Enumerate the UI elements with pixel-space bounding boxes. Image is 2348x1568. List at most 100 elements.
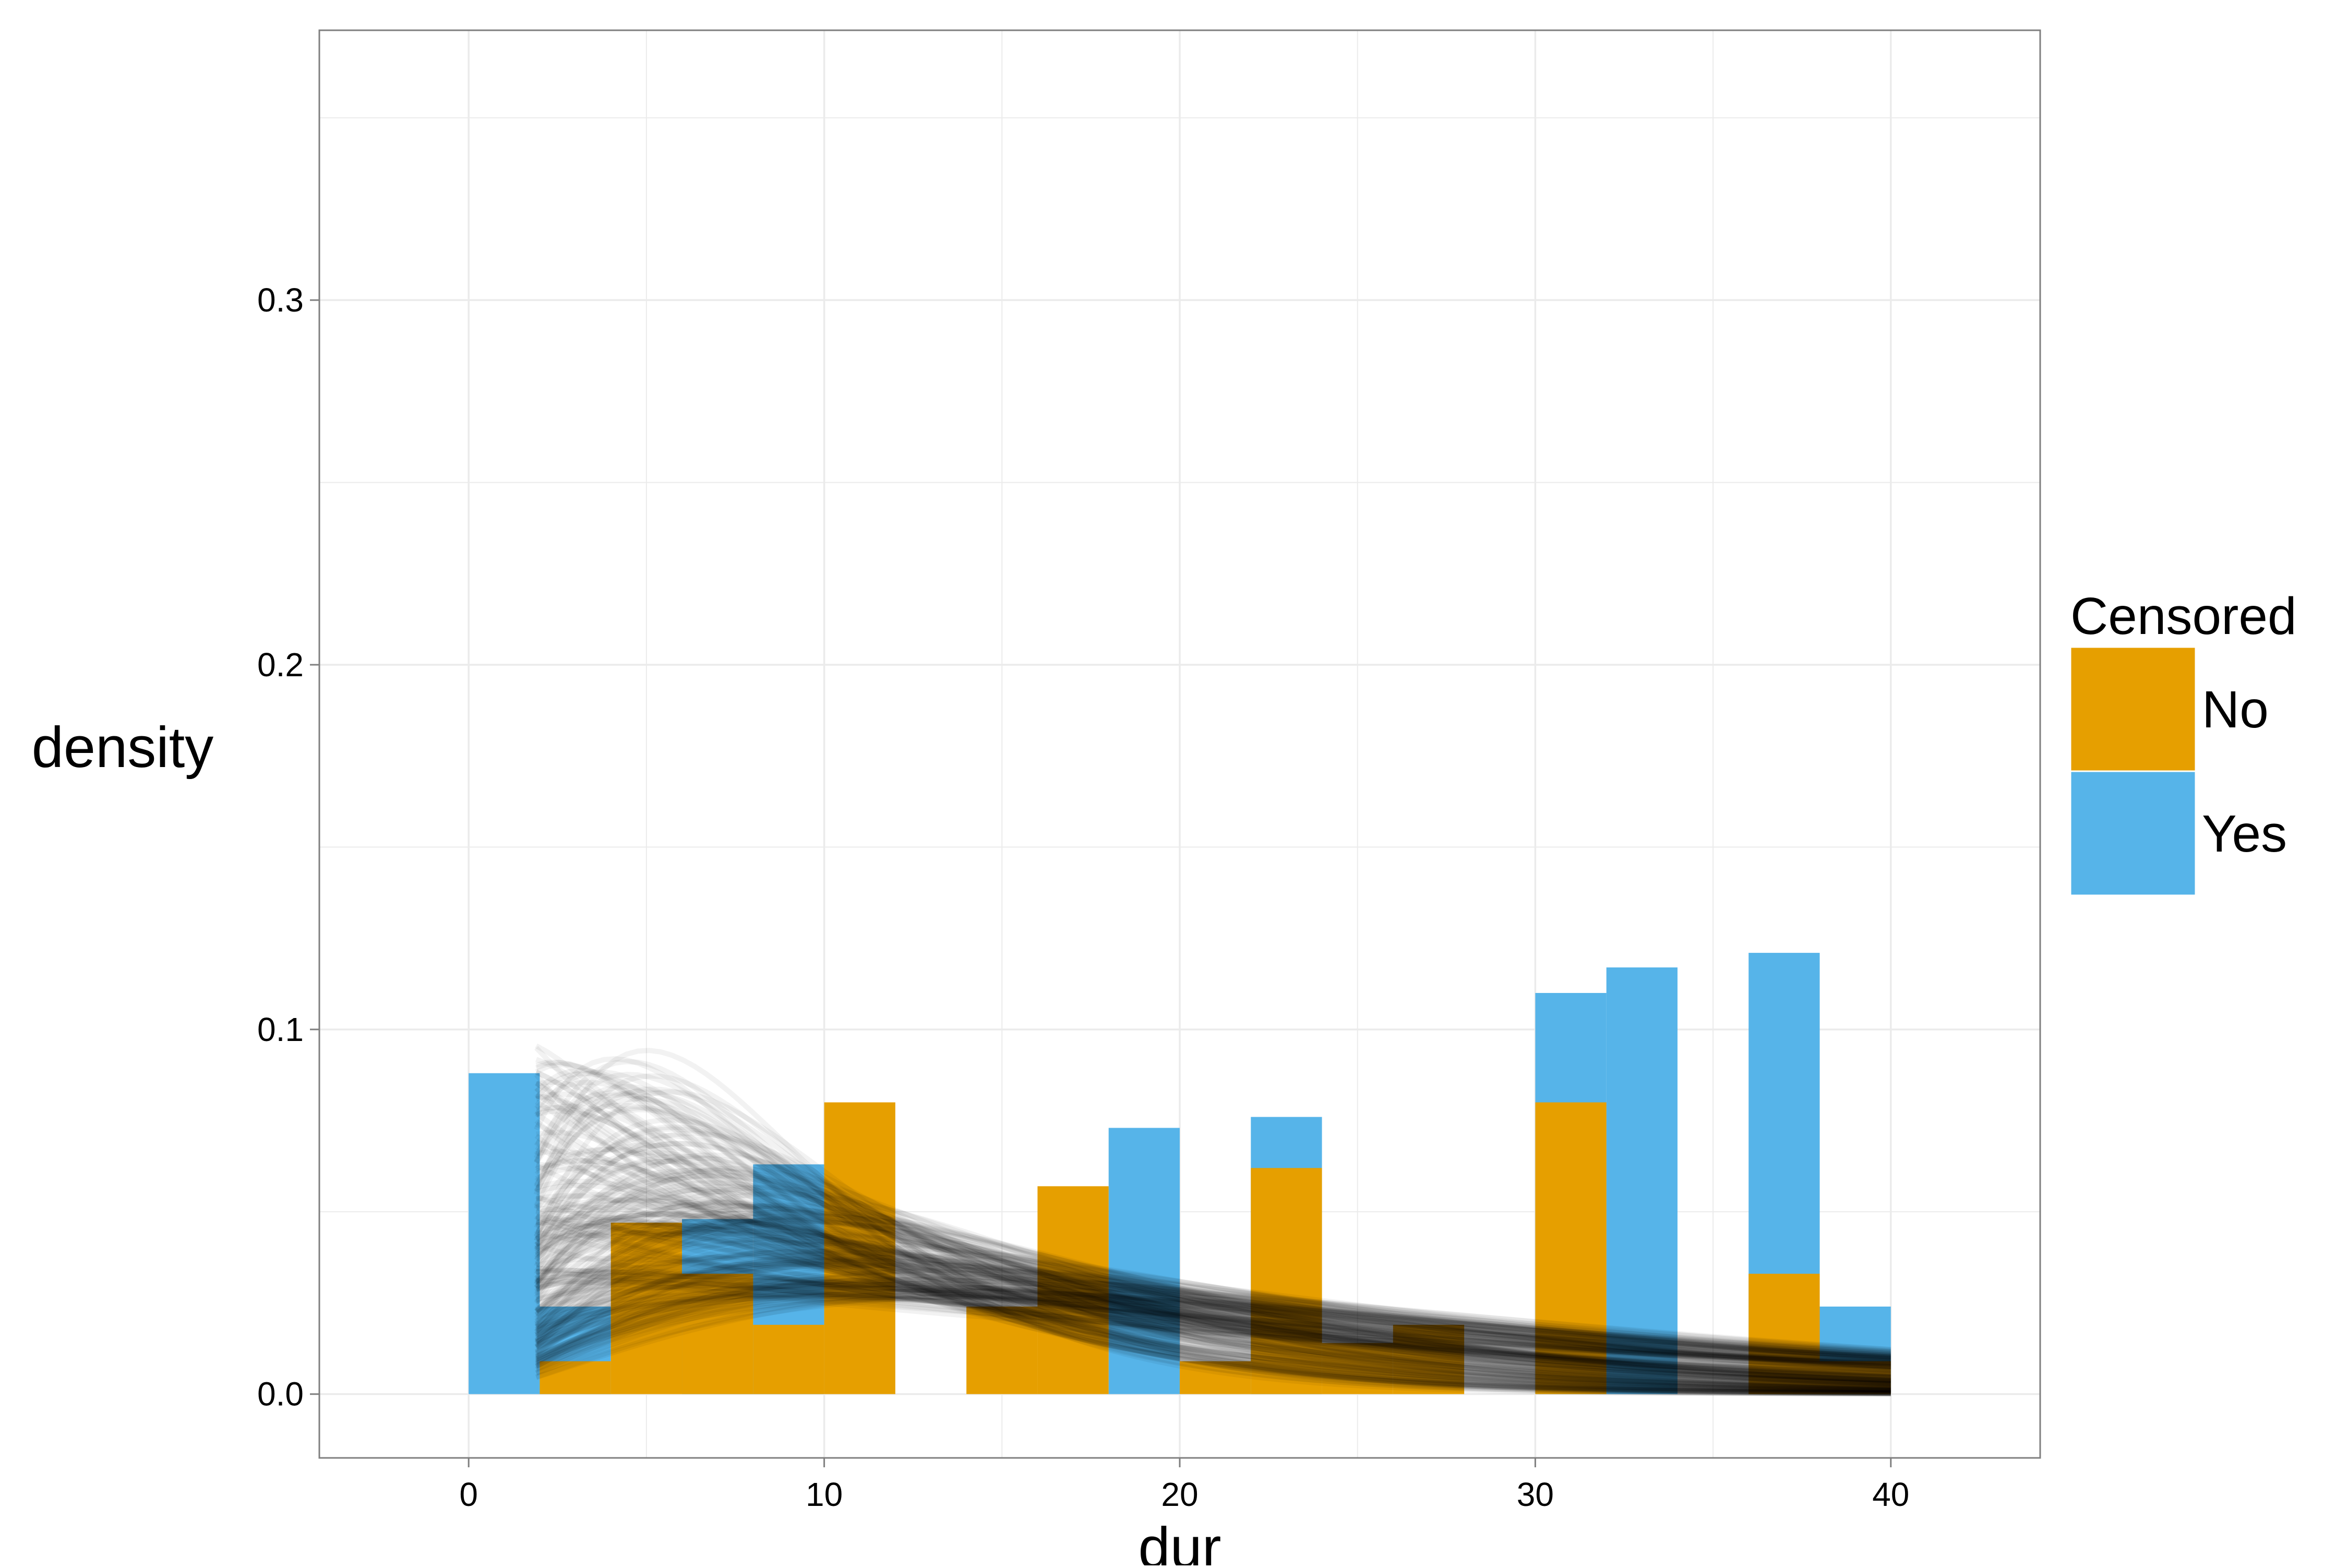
density-curve: [535, 1287, 1891, 1358]
density-curve: [535, 1245, 1891, 1373]
y-axis-title: density: [32, 715, 214, 780]
density-curve: [534, 1237, 1891, 1378]
density-curve: [535, 1277, 1891, 1361]
density-curve: [534, 1191, 1891, 1390]
bar-no-10-12: [824, 1102, 895, 1394]
density-curve: [535, 1261, 1891, 1369]
density-curve: [534, 1068, 1891, 1396]
density-curve: [535, 1277, 1891, 1365]
density-curve: [535, 1158, 1891, 1390]
bar-no-36-38: [1748, 1274, 1820, 1394]
density-curve: [534, 1073, 1891, 1391]
density-curve: [535, 1288, 1891, 1363]
density-curve: [534, 1199, 1891, 1387]
density-curve: [535, 1295, 1891, 1364]
density-curve: [534, 1073, 1891, 1396]
bar-yes-32-34: [1606, 967, 1678, 1394]
density-curve: [536, 1278, 1891, 1365]
bar-no-22-24: [1251, 1168, 1322, 1394]
density-curve: [535, 1079, 1891, 1395]
density-curve: [535, 1281, 1891, 1361]
density-curve: [535, 1099, 1891, 1390]
density-curve: [535, 1108, 1891, 1393]
density-curve: [535, 1232, 1891, 1375]
density-curve: [535, 1195, 1891, 1379]
density-curve: [535, 1144, 1891, 1385]
density-curve: [535, 1277, 1891, 1365]
density-curve: [536, 1267, 1891, 1367]
bar-yes-18-20: [1108, 1128, 1180, 1394]
density-curve: [536, 1214, 1891, 1377]
density-curve: [534, 1056, 1891, 1396]
density-curve: [535, 1258, 1891, 1369]
density-curve: [534, 1212, 1891, 1383]
density-curve: [535, 1285, 1891, 1363]
density-curve: [534, 1213, 1891, 1385]
density-curve: [535, 1267, 1891, 1375]
density-curve: [535, 1062, 1891, 1396]
density-curve: [534, 1194, 1891, 1387]
density-curve: [534, 1228, 1891, 1380]
density-curve: [535, 1286, 1891, 1360]
density-curve: [535, 1291, 1891, 1360]
x-tick-label: 0: [459, 1476, 478, 1513]
density-curve: [535, 1294, 1891, 1371]
density-curve: [535, 1270, 1891, 1367]
density-curve: [534, 1219, 1891, 1383]
density-curve: [535, 1290, 1891, 1369]
density-curve: [534, 1071, 1891, 1396]
bars: [469, 953, 1891, 1394]
density-curve: [536, 1162, 1891, 1386]
legend-key-yes: [2069, 770, 2197, 896]
density-curve: [534, 1189, 1891, 1390]
density-curve: [535, 1272, 1891, 1365]
density-curve: [535, 1269, 1891, 1364]
density-curve: [534, 1203, 1891, 1386]
density-curve: [535, 1081, 1891, 1392]
density-curve: [535, 1069, 1891, 1393]
legend-title: Censored: [2070, 587, 2297, 645]
density-curve: [535, 1278, 1891, 1377]
density-curve: [534, 1172, 1891, 1391]
density-curve: [535, 1198, 1891, 1385]
axes: 0 10 20 30 40 0.0 0.1 0.2 0.3: [257, 281, 1909, 1513]
x-axis-title: dur: [1139, 1516, 1221, 1565]
density-curve: [534, 1180, 1891, 1391]
density-curve: [534, 1133, 1891, 1384]
density-curve: [535, 1288, 1891, 1366]
density-curve: [535, 1289, 1891, 1359]
density-curve: [535, 1105, 1891, 1393]
density-curve: [534, 1166, 1891, 1393]
density-curve: [535, 1261, 1891, 1369]
density-curve: [534, 1111, 1891, 1389]
density-curve: [534, 1222, 1891, 1382]
density-curve: [535, 1284, 1891, 1362]
y-tick-label: 0.1: [257, 1011, 304, 1048]
density-curve: [534, 1141, 1891, 1394]
density-curve: [534, 1154, 1891, 1393]
density-curve: [534, 1258, 1891, 1370]
density-curve: [535, 1274, 1891, 1366]
density-curve: [535, 1178, 1891, 1386]
density-curve: [534, 1168, 1891, 1392]
density-curve: [535, 1070, 1891, 1394]
density-curve: [536, 1093, 1891, 1393]
bar-no-8-10: [753, 1324, 824, 1394]
density-curve: [534, 1086, 1891, 1396]
density-curve: [536, 1265, 1891, 1367]
density-curve: [535, 1294, 1891, 1363]
density-curve: [534, 1059, 1891, 1397]
density-curve: [534, 1223, 1891, 1381]
density-curve: [535, 1269, 1891, 1367]
density-curve: [535, 1273, 1891, 1366]
density-curve: [534, 1216, 1891, 1384]
density-curve: [534, 1069, 1891, 1396]
density-curve: [535, 1255, 1891, 1372]
density-curve: [535, 1057, 1891, 1394]
density-curve: [536, 1274, 1891, 1366]
density-curve: [535, 1218, 1891, 1373]
density-curve: [534, 1105, 1891, 1396]
y-tick-label: 0.0: [257, 1375, 304, 1413]
density-curve: [534, 1254, 1891, 1371]
